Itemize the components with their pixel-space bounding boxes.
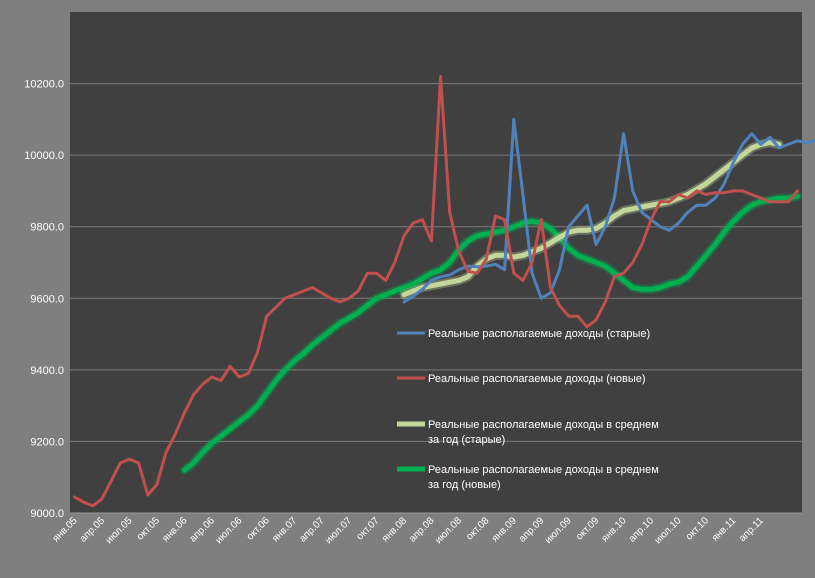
y-tick-label: 9000.0: [30, 508, 64, 520]
x-tick-label: апр.11: [737, 515, 766, 544]
x-tick-label: окт.08: [464, 515, 491, 542]
plot-area: [70, 12, 802, 513]
series-2: [73, 74, 799, 508]
x-tick-label: окт.10: [684, 515, 711, 542]
x-tick-label: окт.05: [135, 515, 162, 542]
x-tick-label: июл.05: [104, 515, 135, 546]
y-tick-label: 10000.0: [24, 150, 64, 162]
x-tick-label: июл.08: [433, 515, 464, 546]
series-lines: [73, 74, 815, 508]
y-tick-label: 9600.0: [30, 293, 64, 305]
legend-label-old: Реальные располагаемые доходы (старые): [428, 328, 650, 340]
x-tick-label: апр.06: [188, 515, 218, 545]
x-tick-label: янв.06: [160, 515, 189, 544]
y-tick-label: 10200.0: [24, 79, 64, 91]
x-tick-label: апр.09: [517, 515, 547, 545]
x-tick-label: янв.11: [710, 515, 739, 544]
x-tick-label: янв.07: [270, 515, 299, 544]
y-tick-label: 9800.0: [30, 222, 64, 234]
x-tick-label: окт.09: [574, 515, 601, 542]
x-tick-label: июл.06: [214, 515, 245, 546]
series-1: [402, 117, 815, 304]
legend-label-avg-new-line2: за год (новые): [428, 479, 501, 491]
x-tick-label: июл.10: [653, 515, 684, 546]
y-tick-label: 9400.0: [30, 365, 64, 377]
x-tick-label: апр.05: [78, 515, 108, 545]
x-tick-label: июл.07: [323, 515, 354, 546]
y-tick-label: 9200.0: [30, 436, 64, 448]
x-tick-label: окт.06: [245, 515, 272, 542]
legend: Реальные располагаемые доходы (старые) Р…: [397, 328, 659, 491]
x-tick-label: июл.09: [543, 515, 574, 546]
x-tick-label: окт.07: [354, 515, 381, 542]
legend-label-avg-old-line2: за год (старые): [428, 434, 505, 446]
series-line: [73, 74, 799, 508]
x-tick-label: апр.07: [297, 515, 327, 545]
x-tick-label: янв.09: [490, 515, 519, 544]
x-tick-label: апр.10: [627, 515, 657, 545]
legend-label-avg-new-line1: Реальные располагаемые доходы в среднем: [428, 464, 659, 476]
x-tick-label: янв.10: [600, 515, 629, 544]
y-axis-tick-labels: 9000.0 9200.0 9400.0 9600.0 9800.0 10000.0 102…: [24, 79, 64, 520]
legend-label-avg-old-line1: Реальные располагаемые доходы в среднем: [428, 419, 659, 431]
gridlines: [70, 83, 802, 514]
x-tick-label: янв.08: [380, 515, 409, 544]
legend-label-new: Реальные располагаемые доходы (новые): [428, 373, 646, 385]
x-tick-label: апр.08: [407, 515, 437, 545]
series-line: [402, 117, 815, 304]
